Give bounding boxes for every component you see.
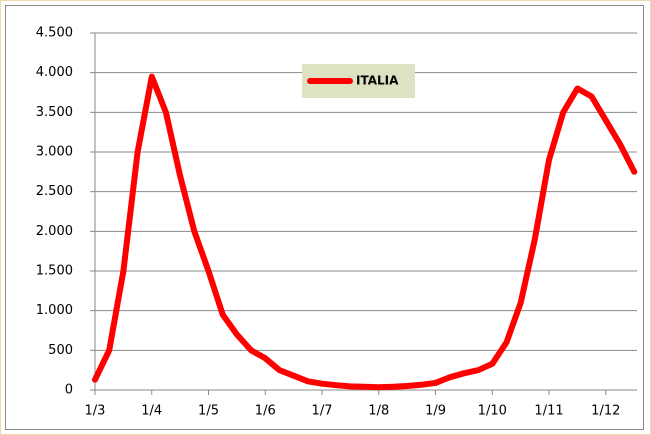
x-tick-label: 1/6 xyxy=(255,404,276,419)
y-tick-label: 4.500 xyxy=(36,26,73,41)
y-tick-label: 0 xyxy=(65,383,73,398)
y-tick-label: 500 xyxy=(48,343,73,358)
x-tick-label: 1/4 xyxy=(141,404,162,419)
y-tick-label: 4.000 xyxy=(36,65,73,80)
y-tick-label: 3.500 xyxy=(36,105,73,120)
x-tick-label: 1/12 xyxy=(591,404,620,419)
y-tick-label: 2.500 xyxy=(36,184,73,199)
legend-label: ITALIA xyxy=(356,74,399,88)
x-tick-label: 1/7 xyxy=(312,404,333,419)
x-tick-label: 1/8 xyxy=(368,404,389,419)
x-tick-label: 1/5 xyxy=(198,404,219,419)
x-tick-label: 1/10 xyxy=(478,404,507,419)
x-tick-label: 1/3 xyxy=(85,404,106,419)
y-tick-label: 2.000 xyxy=(36,224,73,239)
y-tick-label: 1.500 xyxy=(36,264,73,279)
x-tick-label: 1/11 xyxy=(534,404,563,419)
y-tick-label: 3.000 xyxy=(36,145,73,160)
y-tick-label: 1.000 xyxy=(36,303,73,318)
x-tick-label: 1/9 xyxy=(425,404,446,419)
legend: ITALIA xyxy=(302,64,415,98)
data-line xyxy=(92,73,638,391)
